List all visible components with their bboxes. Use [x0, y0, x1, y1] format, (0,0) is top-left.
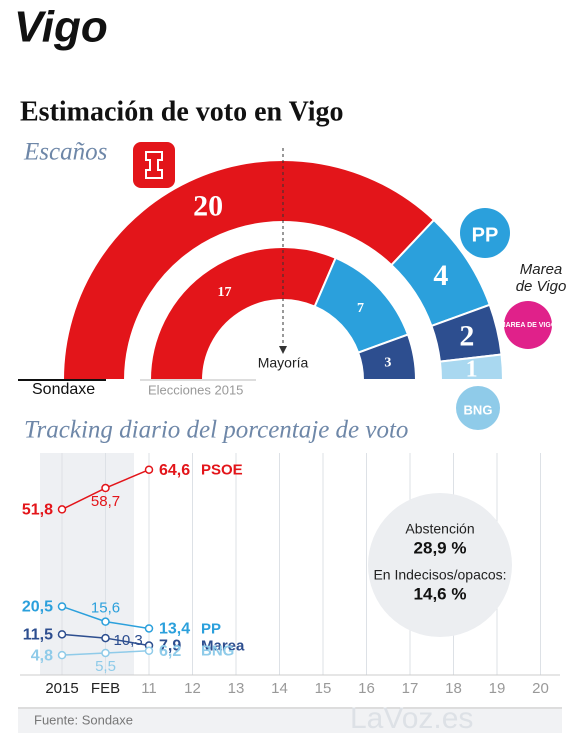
x-tick-label: 15	[315, 680, 332, 697]
seat-label: 20	[193, 189, 223, 222]
marea-label: de Vigo	[516, 278, 567, 295]
x-tick-label: 2015	[45, 680, 78, 697]
bng-logo-text: BNG	[464, 402, 493, 417]
seats-title: Escaños	[23, 139, 107, 166]
series-point	[144, 646, 154, 656]
x-tick-label: 19	[489, 680, 506, 697]
x-tick-label: 11	[141, 680, 157, 697]
value-label: 58,7	[91, 493, 120, 510]
tracking-title: Tracking diario del porcentaje de voto	[24, 417, 408, 444]
value-label: 64,6	[159, 462, 190, 479]
value-label: 20,5	[22, 599, 53, 616]
history-band	[40, 453, 134, 675]
source: Fuente: Sondaxe	[34, 712, 133, 727]
series-name: BNG	[201, 643, 234, 660]
majority-arrow	[279, 346, 287, 354]
value-label: 15,6	[91, 600, 120, 617]
series-point	[57, 630, 67, 639]
x-tick-label: 14	[271, 680, 288, 697]
bng-logo	[456, 386, 500, 430]
pp-logo-text: PP	[472, 224, 499, 246]
series-point	[57, 602, 67, 611]
elections-label: Elecciones 2015	[148, 382, 243, 397]
annotation-label: Abstención	[405, 521, 474, 537]
majority-label: Mayoría	[258, 355, 309, 371]
tracking-chart: 2015 FEB 11 12 13 14 15 16 17 18 19 20 Abstención28,…	[20, 453, 560, 697]
seat-label: 2	[459, 319, 474, 352]
series-point	[144, 624, 154, 633]
x-tick-label: FEB	[91, 680, 120, 697]
value-label: 13,4	[159, 621, 190, 638]
psoe-rose	[145, 151, 163, 179]
series-point	[101, 617, 110, 626]
x-tick-label: 13	[228, 680, 245, 697]
series-point	[101, 483, 110, 493]
seat-label: 7	[357, 301, 364, 316]
annotation-value: 28,9 %	[414, 538, 467, 557]
value-label: 5,5	[95, 658, 116, 675]
value-label: 51,8	[22, 502, 53, 519]
annotation-value: 14,6 %	[414, 584, 467, 603]
seat-label: 1	[466, 357, 478, 383]
seat-segment	[438, 353, 505, 381]
value-label: 11,5	[23, 627, 53, 644]
seat-segment	[148, 246, 337, 381]
x-tick-label: 12	[184, 680, 201, 697]
series-point	[57, 650, 67, 660]
seat-label: 4	[433, 259, 448, 292]
marea-label: Marea	[520, 261, 563, 278]
pp-logo	[460, 208, 510, 258]
series-name: PSOE	[201, 462, 243, 479]
series-point	[144, 465, 154, 474]
value-label: 7,9	[159, 638, 181, 655]
value-label: 10,3	[114, 632, 143, 649]
x-tick-label: 16	[358, 680, 375, 697]
sondaxe-label: Sondaxe	[32, 381, 95, 398]
series-point	[101, 648, 110, 658]
seat-segment	[356, 333, 418, 381]
seat-label: 17	[217, 285, 231, 300]
x-tick-label: 20	[532, 680, 549, 697]
psoe-logo	[133, 142, 175, 188]
page-title: Vigo	[14, 3, 108, 52]
footer-bg	[18, 709, 562, 733]
value-label: 6,2	[159, 643, 181, 660]
watermark: LaVoz.es	[350, 702, 473, 735]
marea-logo	[504, 301, 552, 349]
marea-logo-text: MAREA DE VIGO	[500, 322, 557, 329]
heading: Estimación de voto en Vigo	[20, 96, 344, 127]
seat-label: 3	[384, 356, 391, 371]
seats-chart: 20 42 1 17 7 3 Mayoría Sondaxe Elecciones 2015 PP…	[18, 142, 566, 430]
annotation-label: En Indecisos/opacos:	[373, 567, 506, 583]
series-point	[101, 633, 110, 643]
seat-segment	[61, 159, 436, 381]
series-name: PP	[201, 620, 221, 637]
series-point	[57, 505, 67, 514]
value-label: 4,8	[31, 647, 53, 664]
series-name: Marea	[201, 637, 245, 654]
x-tick-label: 17	[402, 680, 419, 697]
abstention-bubble	[368, 493, 512, 637]
x-tick-label: 18	[445, 680, 462, 697]
